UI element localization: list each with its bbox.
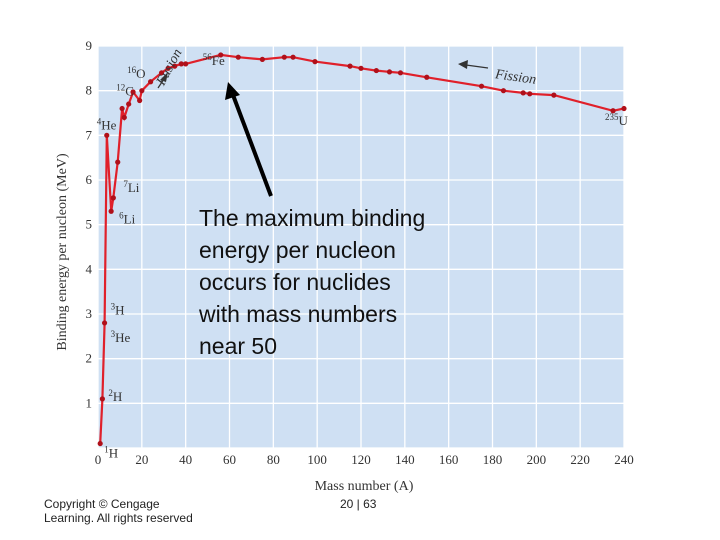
data-point [551,92,557,98]
data-point [99,396,105,402]
data-point [235,54,241,60]
data-point [259,56,265,63]
binding-energy-curve [99,53,625,444]
peak-pointer-arrowhead [225,82,240,100]
y-axis-label: Binding energy per nucleon (MeV) [55,153,70,351]
data-point [520,90,526,96]
data-point [158,70,165,76]
data-point [424,74,430,80]
x-tick-label: 40 [179,452,192,467]
data-point [104,132,110,138]
data-point [621,105,627,112]
data-point [101,320,108,326]
x-tick-label: 240 [614,452,634,467]
data-point [178,61,184,67]
data-series [97,52,627,447]
x-tick-label: 60 [223,452,236,467]
y-tick-label: 7 [86,127,93,142]
data-point [172,63,178,69]
nuclide-label: 3He [111,329,131,345]
data-point [527,91,533,97]
x-axis-label: Mass number (A) [315,479,414,494]
nuclide-label: 56Fe [203,52,225,68]
data-point [119,105,125,112]
fission-label: Fission [493,67,537,88]
nuclide-label: 1H [104,445,118,461]
data-point [358,65,364,71]
copyright-notice: Copyright © Cengage Learning. All rights… [44,497,193,525]
data-point [281,54,287,60]
nuclide-label: 6Li [119,210,135,226]
x-tick-label: 80 [267,452,280,467]
peak-pointer-arrow [231,94,273,197]
data-point [148,79,154,85]
data-point [139,88,145,94]
data-point [386,69,393,75]
y-tick-label: 3 [86,306,93,321]
note-line: occurs for nuclides [199,269,391,295]
nuclide-label: 7Li [123,179,139,195]
data-point [126,101,132,107]
x-tick-label: 120 [351,452,371,467]
nuclide-label: 3H [111,302,125,318]
note-line: near 50 [199,333,277,359]
data-point [478,83,485,89]
nuclide-label: 235U [605,112,629,128]
data-point [183,61,189,67]
y-tick-labels: 1 2 3 4 5 6 7 8 9 [86,38,93,410]
y-tick-label: 1 [86,395,93,410]
data-point [130,89,136,95]
nuclide-label: 12C [116,82,134,98]
y-tick-label: 5 [86,217,93,232]
fission-arrowhead [458,60,468,69]
x-tick-labels: 0 20 40 60 80 100 120 140 160 180 200 220 240 [95,452,634,467]
data-point [397,70,404,76]
note-line: energy per nucleon [199,237,396,263]
y-tick-label: 9 [86,38,93,53]
x-tick-label: 0 [95,452,102,467]
y-tick-label: 6 [86,172,93,187]
data-point [312,59,318,65]
data-point [115,159,121,165]
data-point [108,208,114,214]
page-number: 20 | 63 [340,497,377,511]
data-point [218,52,224,58]
y-tick-label: 4 [86,261,93,276]
data-point [165,65,171,71]
x-tick-label: 20 [135,452,148,467]
data-point [137,97,143,104]
nuclide-label: 4He [97,116,117,132]
data-point [610,108,616,114]
data-point [97,440,103,447]
data-point [347,63,353,69]
nuclide-label: 16O [127,65,145,81]
note-line: with mass numbers [198,301,397,327]
x-tick-label: 140 [395,452,415,467]
data-point [110,195,116,201]
x-tick-label: 200 [527,452,547,467]
x-tick-label: 100 [307,452,327,467]
grid-lines [97,45,625,449]
nuclide-label: 2H [108,388,122,404]
data-point [500,88,507,94]
x-tick-label: 160 [439,452,459,467]
data-point [290,54,296,60]
fusion-arrowhead [160,72,168,82]
fission-arrow [465,64,489,69]
y-tick-label: 8 [86,83,93,98]
data-point [121,114,127,121]
x-tick-label: 180 [483,452,503,467]
y-tick-label: 2 [86,351,93,366]
x-tick-label: 220 [570,452,590,467]
note-line: The maximum binding [199,205,425,231]
data-point [373,67,379,74]
